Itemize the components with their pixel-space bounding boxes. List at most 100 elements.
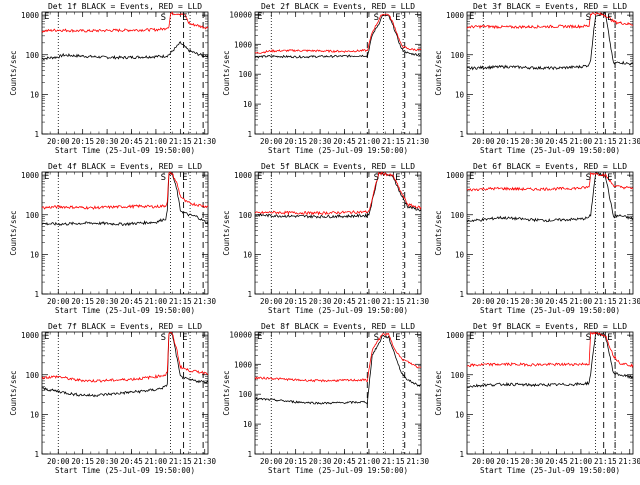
marker-e-right: E	[607, 13, 612, 23]
ytick-label: 1000	[21, 171, 40, 180]
y-axis-label: Counts/sec	[222, 210, 231, 255]
plot-frame	[466, 171, 634, 295]
marker-s: S	[161, 333, 166, 343]
xtick-label: 21:15	[382, 297, 405, 306]
series-line-events	[254, 14, 422, 59]
ytick-label: 1	[34, 450, 39, 459]
series-line-events	[41, 41, 209, 61]
marker-s: S	[586, 13, 591, 23]
marker-e-right: E	[182, 333, 187, 343]
ytick-label: 100	[25, 211, 39, 220]
xtick-label: 20:30	[96, 297, 119, 306]
y-axis-label: Counts/sec	[9, 210, 18, 255]
ytick-label: 100	[238, 390, 252, 399]
series-line-events	[254, 335, 422, 405]
ytick-label: 10	[30, 90, 40, 99]
series-line-lld	[41, 171, 209, 210]
series-line-events	[466, 11, 634, 71]
xtick-label: 20:45	[545, 137, 568, 146]
chart-title: Det 5f BLACK = Events, RED = LLD	[261, 162, 415, 171]
xtick-label: 20:30	[521, 297, 544, 306]
xtick-label: 21:15	[594, 297, 617, 306]
xtick-label: 21:30	[618, 137, 640, 146]
xtick-label: 21:30	[193, 137, 216, 146]
xtick-label: 20:15	[71, 457, 94, 466]
marker-e-right: E	[182, 13, 187, 23]
xtick-label: 20:00	[47, 137, 70, 146]
x-axis-label: Start Time (25-Jul-09 19:50:00)	[55, 466, 195, 475]
xtick-label: 21:15	[169, 137, 192, 146]
chart-panel: Det 5f BLACK = Events, RED = LLD 1 10 100 10…	[222, 162, 430, 315]
marker-e-left: E	[257, 172, 262, 182]
ytick-label: 100	[25, 371, 39, 380]
marker-e-right: E	[395, 173, 400, 183]
ytick-label: 1000	[234, 171, 253, 180]
ytick-label: 10	[30, 250, 40, 259]
ytick-label: 100	[25, 51, 39, 60]
xtick-label: 20:00	[47, 297, 70, 306]
y-axis-label: Counts/sec	[434, 210, 443, 255]
ytick-label: 1	[459, 130, 464, 139]
series-line-events	[41, 331, 209, 398]
chart-panel: Det 1f BLACK = Events, RED = LLD 1 10 100 10…	[9, 2, 217, 155]
marker-s: S	[374, 13, 379, 23]
plot-frame	[41, 11, 209, 135]
series-line-lld	[254, 171, 422, 216]
xtick-label: 20:45	[120, 297, 143, 306]
xtick-label: 20:00	[260, 297, 283, 306]
xtick-label: 20:15	[496, 457, 519, 466]
xtick-label: 20:15	[496, 297, 519, 306]
ytick-label: 10	[455, 250, 465, 259]
series-line-lld	[41, 11, 209, 33]
xtick-label: 21:30	[406, 297, 429, 306]
xtick-label: 21:00	[570, 297, 593, 306]
ytick-label: 10	[243, 100, 253, 109]
ytick-label: 10	[243, 420, 253, 429]
chart-title: Det 8f BLACK = Events, RED = LLD	[261, 322, 415, 331]
plot-frame	[41, 331, 209, 455]
x-axis-label: Start Time (25-Jul-09 19:50:00)	[268, 466, 408, 475]
xtick-label: 20:30	[309, 297, 332, 306]
marker-e-left: E	[257, 12, 262, 22]
plot-frame	[254, 171, 422, 295]
x-axis-label: Start Time (25-Jul-09 19:50:00)	[480, 466, 620, 475]
xtick-label: 20:00	[472, 297, 495, 306]
y-axis-label: Counts/sec	[434, 370, 443, 415]
chart-panel: Det 9f BLACK = Events, RED = LLD 1 10 100 10…	[434, 322, 640, 475]
xtick-label: 20:00	[472, 457, 495, 466]
marker-e-right: E	[395, 333, 400, 343]
xtick-label: 21:30	[406, 137, 429, 146]
x-axis-label: Start Time (25-Jul-09 19:50:00)	[55, 146, 195, 155]
chart-panel: Det 6f BLACK = Events, RED = LLD 1 10 100 10…	[434, 162, 640, 315]
xtick-label: 21:00	[145, 457, 168, 466]
ytick-label: 10	[455, 90, 465, 99]
marker-e-left: E	[44, 332, 49, 342]
marker-s: S	[374, 173, 379, 183]
marker-e-left: E	[469, 332, 474, 342]
xtick-label: 21:00	[570, 137, 593, 146]
series-line-lld	[466, 12, 634, 30]
x-axis-label: Start Time (25-Jul-09 19:50:00)	[268, 146, 408, 155]
ytick-label: 100	[450, 211, 464, 220]
marker-s: S	[161, 13, 166, 23]
marker-s: S	[586, 173, 591, 183]
xtick-label: 21:15	[594, 457, 617, 466]
series-line-events	[466, 331, 634, 389]
plot-frame	[41, 171, 209, 295]
ytick-label: 10000	[229, 330, 252, 339]
xtick-label: 20:00	[472, 137, 495, 146]
chart-title: Det 2f BLACK = Events, RED = LLD	[261, 2, 415, 11]
chart-title: Det 9f BLACK = Events, RED = LLD	[473, 322, 627, 331]
xtick-label: 21:30	[193, 297, 216, 306]
ytick-label: 1000	[446, 11, 465, 20]
marker-e-left: E	[257, 332, 262, 342]
ytick-label: 1000	[446, 331, 465, 340]
series-line-lld	[466, 331, 634, 369]
xtick-label: 20:15	[284, 137, 307, 146]
xtick-label: 21:15	[382, 137, 405, 146]
ytick-label: 100	[450, 371, 464, 380]
xtick-label: 21:15	[382, 457, 405, 466]
marker-e-left: E	[44, 12, 49, 22]
xtick-label: 21:30	[193, 457, 216, 466]
